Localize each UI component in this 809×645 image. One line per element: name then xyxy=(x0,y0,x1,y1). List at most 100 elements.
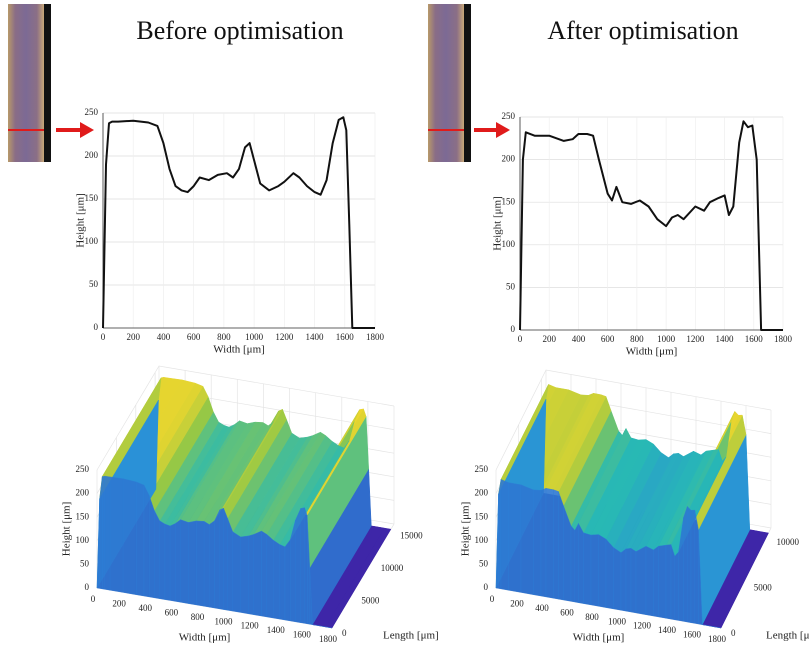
x-tick-label: 1400 xyxy=(267,625,286,635)
y-tick-label: 100 xyxy=(502,239,516,249)
x-tick-label: 800 xyxy=(191,612,205,622)
surface-front xyxy=(248,534,254,615)
z-tick-label: 50 xyxy=(479,558,489,568)
surface-front xyxy=(284,539,291,622)
x-axis-label: Width [μm] xyxy=(213,344,265,356)
x-axis-label: Width [μm] xyxy=(179,632,231,644)
surface-front xyxy=(175,519,181,603)
surface-front xyxy=(630,547,637,614)
x-tick-label: 1000 xyxy=(657,334,676,344)
surface-front xyxy=(533,489,542,597)
x-tick-label: 1800 xyxy=(774,334,793,344)
surface-front xyxy=(164,523,171,601)
surface-front xyxy=(495,493,499,589)
thumbnail-after xyxy=(428,4,510,162)
x-tick-label: 800 xyxy=(630,334,644,344)
x-tick-label: 1800 xyxy=(708,634,727,644)
x-tick-label: 0 xyxy=(91,594,96,604)
x-tick-label: 1600 xyxy=(683,630,702,640)
surface-front xyxy=(104,475,111,591)
surface-front xyxy=(300,507,305,624)
x-axis-label: Width [μm] xyxy=(626,346,678,358)
surface-front xyxy=(620,548,627,612)
y-axis-label: Length [μm] xyxy=(383,630,439,642)
surface-front xyxy=(266,533,274,619)
x-tick-label: 400 xyxy=(572,334,586,344)
x-tick-label: 0 xyxy=(101,332,106,342)
y-tick-label: 50 xyxy=(506,281,516,291)
y-axis-label: Height [μm] xyxy=(492,196,504,250)
surface-front xyxy=(304,507,308,625)
x-tick-label: 1200 xyxy=(686,334,705,344)
surface-front xyxy=(653,545,659,618)
y-axis-label: Height [μm] xyxy=(75,193,87,247)
y-tick-label: 150 xyxy=(85,193,99,203)
z-tick-label: 200 xyxy=(475,488,489,498)
thumbnail-before xyxy=(8,4,94,162)
y-tick-label: 200 xyxy=(85,150,99,160)
surface-front xyxy=(122,478,137,595)
surface-front xyxy=(109,476,124,593)
x-tick-label: 0 xyxy=(518,334,523,344)
surface-front xyxy=(148,495,155,599)
profile-line xyxy=(519,120,783,331)
z-tick-label: 100 xyxy=(475,535,489,545)
y-tick-label: 15000 xyxy=(400,531,423,541)
surface-front xyxy=(223,508,228,611)
y-tick-label: 150 xyxy=(502,196,516,206)
surface-front xyxy=(279,544,286,621)
y-tick-label: 250 xyxy=(502,111,516,121)
y-tick-label: 100 xyxy=(85,236,99,246)
surface-front xyxy=(583,532,592,606)
z-tick-label: 250 xyxy=(475,464,489,474)
x-tick-label: 600 xyxy=(187,332,201,342)
x-tick-label: 1400 xyxy=(306,332,325,342)
surface-front xyxy=(159,520,166,600)
x-tick-label: 1000 xyxy=(245,332,264,342)
surface-front xyxy=(545,488,554,599)
surface-front xyxy=(590,534,599,607)
x-tick-label: 1400 xyxy=(716,334,735,344)
surface-front xyxy=(96,498,100,589)
surface-front xyxy=(674,551,679,621)
y-tick-label: 5000 xyxy=(361,596,380,606)
y-tick-label: 0 xyxy=(511,324,516,334)
x-tick-label: 600 xyxy=(165,607,179,617)
surface-front xyxy=(713,626,722,629)
surface-front xyxy=(101,475,106,590)
surface-front xyxy=(143,485,150,598)
surface-front xyxy=(694,510,699,625)
y-tick-label: 50 xyxy=(89,279,99,289)
y-tick-label: 200 xyxy=(502,154,516,164)
surface-front xyxy=(690,509,695,624)
y-tick-label: 0 xyxy=(731,628,736,638)
surface-front xyxy=(574,523,579,603)
surface-front xyxy=(658,544,667,619)
y-tick-label: 10000 xyxy=(776,537,799,547)
surface-front xyxy=(508,482,522,593)
chart-title: After optimisation xyxy=(547,16,738,45)
profile-line xyxy=(102,116,375,329)
z-tick-label: 0 xyxy=(85,582,90,592)
surface-front xyxy=(520,484,534,595)
surface-front xyxy=(214,509,220,610)
z-tick-label: 150 xyxy=(76,511,90,521)
y-tick-label: 250 xyxy=(85,107,99,117)
z-tick-label: 200 xyxy=(76,488,90,498)
surface-front xyxy=(558,491,564,601)
surface-front xyxy=(325,626,333,629)
surface-front xyxy=(598,534,607,608)
surface-front xyxy=(570,525,575,603)
surface-front xyxy=(635,545,647,615)
z-tick-label: 250 xyxy=(76,464,90,474)
y-tick-label: 0 xyxy=(342,628,347,638)
x-tick-label: 1800 xyxy=(366,332,385,342)
surface-front xyxy=(498,479,502,590)
surface-front xyxy=(209,520,215,609)
surface-front xyxy=(613,547,622,611)
x-tick-label: 400 xyxy=(157,332,171,342)
surface-front xyxy=(540,488,547,598)
y-tick-label: 0 xyxy=(94,322,99,332)
